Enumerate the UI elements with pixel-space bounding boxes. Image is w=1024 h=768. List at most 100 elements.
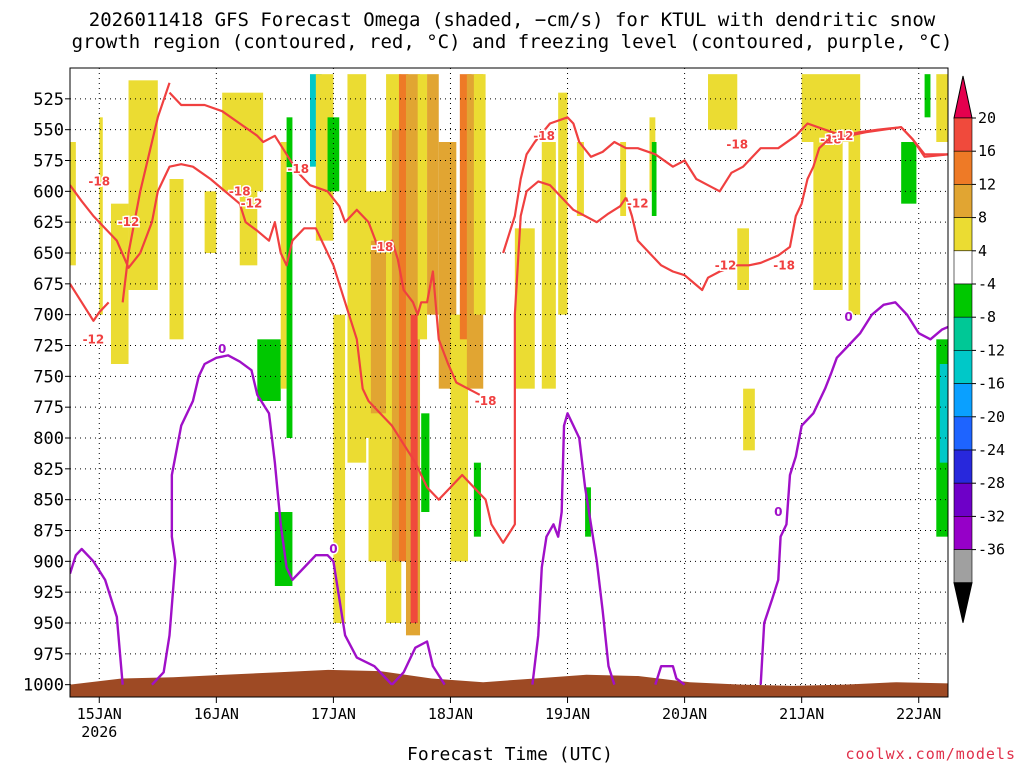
y-tick-label-16: 925 xyxy=(33,583,64,603)
colorbar-bin-11 xyxy=(953,482,973,517)
contour-0-segment-0 xyxy=(70,547,124,685)
omega-shade-8 xyxy=(257,339,281,401)
colorbar-top-arrow xyxy=(953,75,973,119)
omega-shade-42 xyxy=(708,74,738,130)
contour--18-segment-0 xyxy=(70,283,110,322)
contour-label--18-5: -18 xyxy=(533,129,555,143)
omega-shade-48 xyxy=(901,142,917,204)
omega-shade-15 xyxy=(333,314,346,623)
omega-shade-33 xyxy=(473,462,481,537)
omega-shade-22 xyxy=(398,74,409,562)
contour-label--18-2: -18 xyxy=(287,162,309,176)
contour-label--12-0: -12 xyxy=(83,332,105,346)
colorbar-bin-6 xyxy=(953,316,973,351)
contour--18-segment-1 xyxy=(121,82,171,303)
colorbar-label-10: -24 xyxy=(978,441,1005,459)
omega-shade-19 xyxy=(370,240,387,414)
x-tick-label-6: 21JAN xyxy=(779,705,824,723)
x-tick-label-1: 16JAN xyxy=(194,705,239,723)
credit-text: coolwx.com/models xyxy=(845,745,1016,763)
omega-shade-44 xyxy=(743,388,755,451)
contour-label--18-4: -18 xyxy=(475,394,497,408)
omega-shade-35 xyxy=(541,142,556,389)
colorbar-label-5: -4 xyxy=(978,275,996,293)
x-tick-label-7: 22JAN xyxy=(896,705,941,723)
colorbar-label-7: -12 xyxy=(978,341,1005,359)
colorbar-label-2: 12 xyxy=(978,175,996,193)
contour-label-0-2: 0 xyxy=(774,505,782,519)
contour-0-segment-4 xyxy=(654,664,686,686)
y-tick-label-5: 650 xyxy=(33,244,64,264)
contour-label--18-0: -18 xyxy=(88,174,110,188)
y-tick-label-14: 875 xyxy=(33,522,64,542)
contour-label--12-2: -12 xyxy=(241,197,263,211)
contour--18-segment-3 xyxy=(502,116,948,254)
colorbar-label-8: -16 xyxy=(978,375,1005,393)
contour-label--18-3: -18 xyxy=(372,240,394,254)
colorbar-label-4: 4 xyxy=(978,242,987,260)
y-tick-label-9: 750 xyxy=(33,367,64,387)
colorbar-bin-5 xyxy=(953,283,973,318)
colorbar-bin-9 xyxy=(953,416,973,451)
omega-shade-41 xyxy=(651,142,657,216)
contour-label-0-1: 0 xyxy=(329,542,337,556)
y-tick-label-8: 725 xyxy=(33,337,64,357)
colorbar-bin-3 xyxy=(953,217,973,252)
colorbar-label-9: -20 xyxy=(978,408,1005,426)
y-tick-label-3: 600 xyxy=(33,182,64,202)
omega-shade-46 xyxy=(813,142,843,290)
contour-label-0-3: 0 xyxy=(844,310,852,324)
y-tick-label-10: 775 xyxy=(33,398,64,418)
omega-shade-27 xyxy=(427,74,439,315)
contour-label--18-1: -18 xyxy=(229,184,251,198)
omega-shade-25 xyxy=(417,74,428,340)
colorbar-label-3: 8 xyxy=(978,209,987,227)
omega-shade-29 xyxy=(450,314,469,562)
omega-shade-3 xyxy=(128,80,158,290)
colorbar-bin-4 xyxy=(953,250,973,285)
y-tick-label-7: 700 xyxy=(33,306,64,326)
colorbar-label-13: -36 xyxy=(978,541,1005,559)
x-axis-title: Forecast Time (UTC) xyxy=(407,744,613,765)
omega-shade-47 xyxy=(848,74,861,315)
contour-label--18-6: -18 xyxy=(726,137,748,151)
x-tick-label-5: 20JAN xyxy=(662,705,707,723)
contour-label--12-4: -12 xyxy=(715,258,737,272)
contour-label--18-8: -18 xyxy=(773,258,795,272)
contour-label--12-3: -12 xyxy=(627,197,649,211)
contour-label--12-1: -12 xyxy=(118,215,140,229)
omega-shade-21 xyxy=(391,129,402,562)
contour-0-segment-1 xyxy=(151,354,393,686)
omega-shade-32 xyxy=(473,74,486,315)
terrain-fill xyxy=(70,669,948,697)
omega-shade-49 xyxy=(924,74,931,118)
contour--12-segment-1 xyxy=(625,126,948,292)
contour-0-segment-3 xyxy=(531,412,616,686)
colorbar-label-0: 20 xyxy=(978,109,996,127)
omega-shade-9 xyxy=(280,142,287,389)
y-tick-label-17: 950 xyxy=(33,614,64,634)
y-tick-label-6: 675 xyxy=(33,275,64,295)
x-tick-label-2: 17JAN xyxy=(311,705,356,723)
chart-title-line2: growth region (contoured, red, °C) and f… xyxy=(71,31,953,53)
x-tick-label-3: 18JAN xyxy=(428,705,473,723)
colorbar-bin-10 xyxy=(953,449,973,484)
contour-label--12-5: -12 xyxy=(832,129,854,143)
colorbar-bin-0 xyxy=(953,117,973,152)
y-tick-label-0: 525 xyxy=(33,90,64,110)
colorbar-label-6: -8 xyxy=(978,308,996,326)
omega-shade-13 xyxy=(315,74,334,241)
colorbar-bin-1 xyxy=(953,150,973,185)
plot-frame xyxy=(69,67,949,698)
omega-shade-50 xyxy=(936,74,948,142)
plot-area: -18-18-18-18-18-18-18 -18-18-12-12-12 -12-… xyxy=(70,68,948,697)
chart-title-line1: 2026011418 GFS Forecast Omega (shaded, −… xyxy=(88,9,936,31)
x-year-label: 2026 xyxy=(81,723,117,741)
contour-label-0-0: 0 xyxy=(218,342,226,356)
x-tick-label-0: 15JAN xyxy=(77,705,122,723)
colorbar-label-1: 16 xyxy=(978,142,996,160)
colorbar-bin-7 xyxy=(953,350,973,384)
omega-shade-52 xyxy=(939,364,948,463)
omega-shade-6 xyxy=(222,92,264,192)
